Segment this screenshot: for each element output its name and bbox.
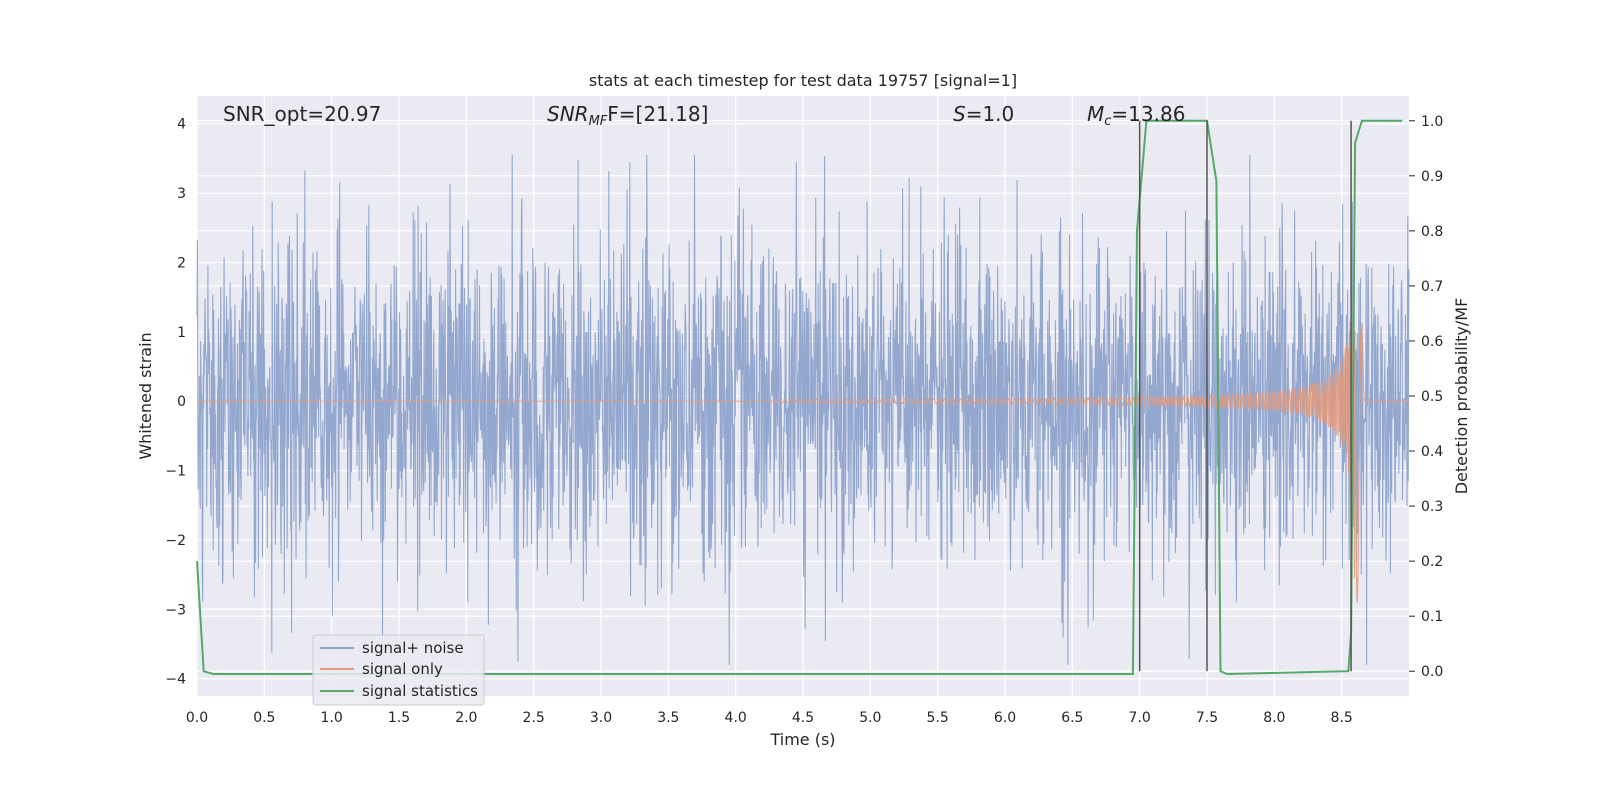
x-tick-label-2: 1.0 <box>321 710 343 726</box>
x-axis-label: Time (s) <box>769 730 835 749</box>
annotation-snr-mf-main: SNR <box>547 102 589 126</box>
y-right-tick-label-7: 0.7 <box>1421 279 1443 295</box>
x-tick-label-8: 4.0 <box>725 710 747 726</box>
x-tick-label-14: 7.0 <box>1129 710 1151 726</box>
y-right-tick-label-1: 0.1 <box>1421 609 1443 625</box>
y-axis-right: 0.0 0.1 0.2 0.3 0.4 0.5 0.6 0.7 0.8 0.9 1.0 <box>1409 114 1443 680</box>
y-right-tick-label-8: 0.8 <box>1421 224 1443 240</box>
series-signal-statistics-line <box>196 119 1403 676</box>
legend: signal+ noise signal only signal statist… <box>312 634 485 706</box>
y-right-tick-label-5: 0.5 <box>1421 389 1443 405</box>
y-right-tick-label-10: 1.0 <box>1421 114 1443 130</box>
vertical-markers <box>1138 120 1352 672</box>
y-right-tick-label-2: 0.2 <box>1421 554 1443 570</box>
x-tick-label-5: 2.5 <box>523 710 545 726</box>
y-tick-label-1: −3 <box>165 602 186 618</box>
y-tick-label-3: −1 <box>165 464 186 480</box>
legend-label-signal-statistics: signal statistics <box>362 682 478 700</box>
x-tick-label-16: 8.0 <box>1263 710 1285 726</box>
legend-label-signal-noise: signal+ noise <box>362 639 464 657</box>
chart-title: stats at each timestep for test data 197… <box>589 71 1017 90</box>
legend-label-signal-only: signal only <box>362 660 443 678</box>
annotation-mc-rest: =13.86 <box>1111 102 1185 126</box>
x-tick-label-6: 3.0 <box>590 710 612 726</box>
x-tick-label-13: 6.5 <box>1061 710 1083 726</box>
x-tick-label-4: 2.0 <box>455 710 477 726</box>
y-tick-label-0: −4 <box>165 672 186 688</box>
x-tick-label-15: 7.5 <box>1196 710 1218 726</box>
annotation-snr-mf: SNRMFF=[21.18] <box>547 102 708 129</box>
legend-box <box>312 634 485 706</box>
annotation-s: S=1.0 <box>953 102 1014 126</box>
y-right-tick-label-6: 0.6 <box>1421 334 1443 350</box>
y-tick-label-2: −2 <box>165 533 186 549</box>
x-tick-label-12: 6.0 <box>994 710 1016 726</box>
x-tick-label-9: 4.5 <box>792 710 814 726</box>
y-axis-label: Whitened strain <box>136 332 155 459</box>
annotation-s-rest: =1.0 <box>966 102 1015 126</box>
x-tick-label-0: 0.0 <box>186 710 208 726</box>
y-tick-label-5: 1 <box>177 325 186 341</box>
y-axis-label-right: Detection probability/MF <box>1452 298 1471 495</box>
annotation-mc-main: M <box>1087 102 1104 126</box>
y-axis-left: −4 −3 −2 −1 0 1 2 3 4 <box>165 117 186 688</box>
y-tick-label-6: 2 <box>177 255 186 271</box>
y-right-tick-label-4: 0.4 <box>1421 444 1443 460</box>
y-right-tick-label-3: 0.3 <box>1421 499 1443 515</box>
annotation-mc-sub: c <box>1104 114 1111 129</box>
x-tick-label-11: 5.5 <box>927 710 949 726</box>
x-tick-label-3: 1.5 <box>388 710 410 726</box>
annotation-s-main: S <box>953 102 966 126</box>
x-tick-label-10: 5.0 <box>859 710 881 726</box>
y-right-tick-label-0: 0.0 <box>1421 664 1443 680</box>
x-tick-label-7: 3.5 <box>657 710 679 726</box>
y-right-tick-label-9: 0.9 <box>1421 169 1443 185</box>
annotation-snr-mf-sub: MF <box>589 114 608 129</box>
x-axis: 0.0 0.5 1.0 1.5 2.0 2.5 3.0 3.5 4.0 4.5 5.0 5.5 6.0 6… <box>186 710 1353 726</box>
y-tick-label-4: 0 <box>177 394 186 410</box>
y-tick-label-8: 4 <box>177 117 186 133</box>
x-tick-label-1: 0.5 <box>253 710 275 726</box>
annotation-snr-opt: SNR_opt=20.97 <box>223 102 381 126</box>
y-tick-label-7: 3 <box>177 186 186 202</box>
x-tick-label-17: 8.5 <box>1331 710 1353 726</box>
annotation-mc: Mc=13.86 <box>1087 102 1185 129</box>
annotation-snr-mf-rest: F=[21.18] <box>607 102 708 126</box>
